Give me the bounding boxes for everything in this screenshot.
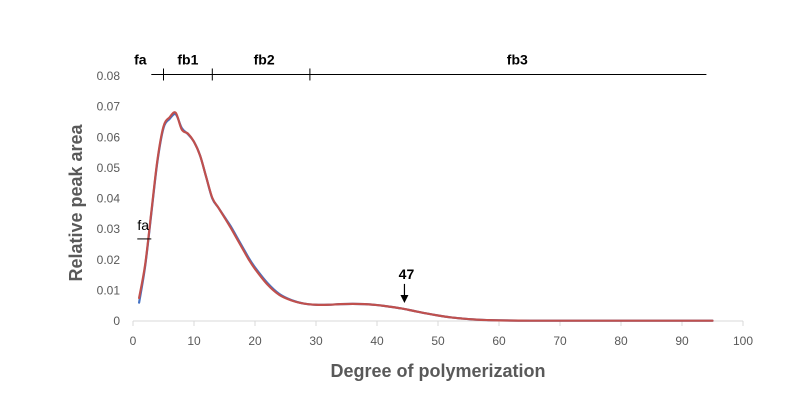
axes: 0 10 20 30 40 50 60 70 80 90 100 0 0.01 0.02 0.03 0.04 0… [97, 69, 754, 348]
x-tick-label: 100 [733, 334, 753, 348]
x-tick-label: 30 [309, 334, 323, 348]
fraction-label: fa [134, 51, 147, 67]
y-tick-label: 0.07 [97, 100, 121, 114]
y-tick-label: 0.03 [97, 222, 121, 236]
series-line-2 [138, 111, 714, 322]
x-tick-label: 20 [248, 334, 262, 348]
x-tick-label: 40 [370, 334, 384, 348]
series-layer [138, 111, 714, 322]
arrow-label: 47 [399, 266, 415, 282]
y-tick-label: 0.04 [97, 192, 121, 206]
fa-marker-label: fa [137, 217, 149, 233]
fraction-label: fb3 [507, 51, 528, 67]
y-tick-label: 0.06 [97, 130, 121, 144]
x-tick-label: 60 [492, 334, 506, 348]
y-tick-label: 0 [113, 314, 120, 328]
x-tick-label: 80 [614, 334, 628, 348]
arrow-head [400, 294, 409, 303]
y-axis-title: Relative peak area [66, 123, 86, 281]
y-tick-label: 0.02 [97, 253, 121, 267]
x-tick-label: 0 [130, 334, 137, 348]
y-tick-label: 0.01 [97, 283, 121, 297]
x-tick-label: 10 [187, 334, 201, 348]
x-tick-label: 70 [553, 334, 567, 348]
y-tick-label: 0.08 [97, 69, 121, 83]
y-tick-label: 0.05 [97, 161, 121, 175]
x-tick-label: 50 [431, 334, 445, 348]
fraction-label: fb1 [177, 51, 198, 67]
x-axis-title: Degree of polymerization [330, 361, 545, 381]
annotation-layer: fa fb1 fb2 fb3 fa 47 [134, 51, 707, 303]
fraction-label: fb2 [254, 51, 275, 67]
x-tick-label: 90 [675, 334, 689, 348]
